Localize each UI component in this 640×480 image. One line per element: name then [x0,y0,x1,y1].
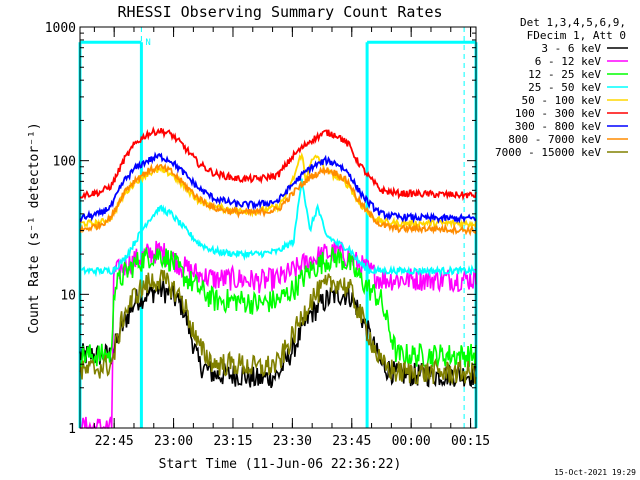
series-line-7 [79,162,477,237]
legend-label: 3 - 6 keV [541,42,601,55]
plot-area: N [78,27,478,430]
series-line-3 [79,178,477,278]
legend-label: 800 - 7000 keV [508,133,601,146]
legend-label: 50 - 100 keV [522,94,602,107]
x-tick-label: 23:15 [213,434,252,449]
x-tick-label: 22:45 [95,434,134,449]
legend-label: 12 - 25 keV [528,68,601,81]
legend-label: 25 - 50 keV [528,81,601,94]
x-tick-label: 00:15 [451,434,490,449]
legend-label: 100 - 300 keV [515,107,601,120]
y-tick-label: 100 [53,155,76,170]
x-tick-label: 23:45 [332,434,371,449]
x-tick-label: 23:30 [273,434,312,449]
chart-title: RHESSI Observing Summary Count Rates [117,3,442,21]
legend-label: 7000 - 15000 keV [495,146,601,159]
y-axis-label: Count Rate (s⁻¹ detector⁻¹) [27,122,42,333]
x-axis-label: Start Time (11-Jun-06 22:36:22) [159,457,402,472]
x-tick-label: 00:00 [392,434,431,449]
legend-header: FDecim 1, Att 0 [527,29,626,42]
plot-frame [79,26,477,429]
y-tick-label: 1 [68,422,76,437]
x-tick-label: 23:00 [154,434,193,449]
series-line-8 [79,269,477,386]
series-line-6 [79,151,477,224]
flag-annotation: N [145,38,150,48]
footer-date: 15-Oct-2021 19:29 [554,468,636,477]
legend-label: 300 - 800 keV [515,120,601,133]
y-tick-label: 10 [60,288,76,303]
series-line-5 [79,126,477,201]
legend: Det 1,3,4,5,6,9,FDecim 1, Att 03 - 6 keV… [495,16,628,159]
y-tick-label: 1000 [45,21,76,36]
legend-label: 6 - 12 keV [535,55,602,68]
axes: 1 10 100 1000 22:45 23:00 23:15 23:30 23:45 00:00… [45,21,490,449]
series-line-2 [79,247,477,369]
legend-header: Det 1,3,4,5,6,9, [520,16,626,29]
